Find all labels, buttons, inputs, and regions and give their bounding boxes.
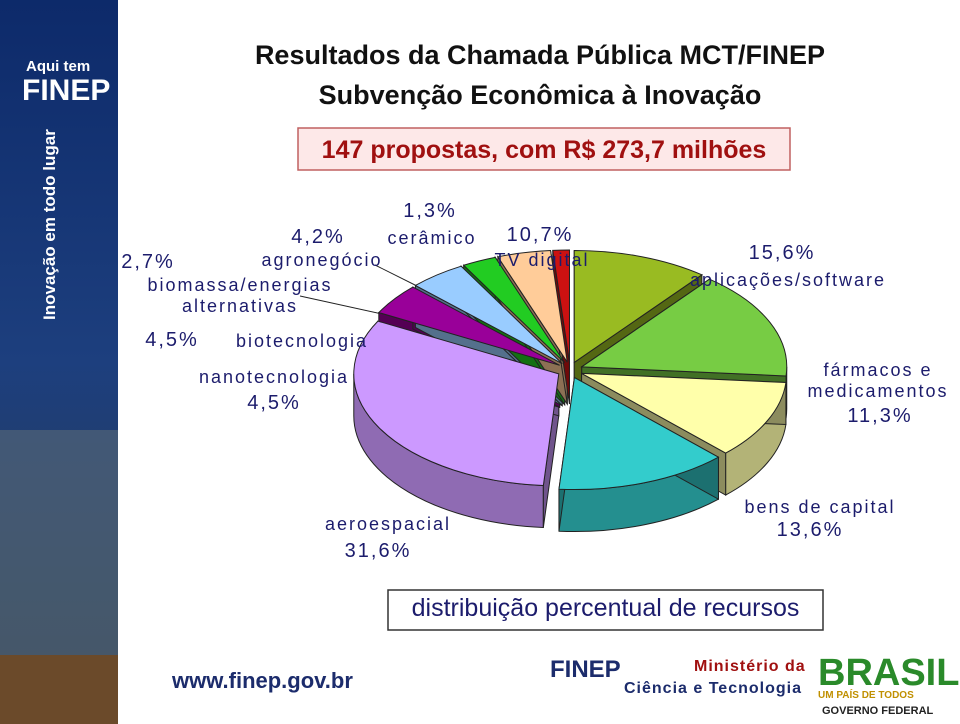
summary: 147 propostas, com R$ 273,7 milhões (321, 136, 767, 164)
summary-box (297, 127, 791, 171)
brasil-logo: BRASIL (818, 652, 960, 694)
ministry: Ministério da (694, 658, 806, 675)
government: GOVERNO FEDERAL (822, 705, 934, 717)
slice-value: 4,5% (145, 329, 199, 351)
pie (353, 249, 788, 532)
slice (353, 320, 560, 487)
sidebar-photo (0, 655, 118, 724)
slice (497, 250, 568, 363)
slice (552, 249, 570, 363)
slice-label: nanotecnologia (198, 367, 350, 387)
slice-value: 11,3% (847, 405, 913, 427)
slice-label: biomassa/energias alternativas (147, 275, 333, 316)
slice-label: cerâmico (387, 228, 477, 248)
slice-label: TV digital (494, 250, 590, 270)
slice-value: 13,6% (776, 519, 844, 541)
slice-value: 10,7% (506, 224, 574, 246)
slice (414, 265, 563, 365)
footer-logo: FINEP (550, 656, 621, 683)
ministry: Ciência e Tecnologia (624, 680, 802, 697)
slice-value: 31,6% (344, 540, 412, 562)
caption: distribuição percentual de recursos (411, 594, 800, 622)
slice-label: agronegócio (261, 250, 383, 270)
url: www.finep.gov.br (172, 668, 353, 693)
sidebar-text: Aqui tem (26, 58, 91, 75)
sidebar-photo (0, 430, 118, 660)
slice (580, 278, 788, 377)
slice (558, 376, 720, 490)
slice-label: bens de capital (744, 497, 896, 517)
footer (118, 648, 960, 724)
slice-value: 4,2% (291, 226, 345, 248)
slice-value: 2,7% (121, 251, 175, 273)
slice-label: fármacos e medicamentos (807, 360, 949, 401)
slice-value: 15,6% (748, 242, 816, 264)
brasil-slogan: UM PAÍS DE TODOS (818, 690, 914, 701)
sidebar-logo: FINEP (22, 74, 111, 107)
slice (573, 249, 703, 364)
caption-box (387, 589, 824, 631)
slice-label: aeroespacial (324, 514, 452, 534)
chart-subtitle: Subvenção Econômica à Inovação (318, 80, 762, 110)
chart-title: Resultados da Chamada Pública MCT/FINEP (254, 40, 826, 70)
slice-value: 4,5% (247, 392, 301, 414)
slice (377, 286, 560, 366)
sidebar-slogan: Inovação em todo lugar (40, 129, 59, 320)
slice (462, 256, 566, 364)
slice-label: aplicações/software (689, 270, 887, 290)
slice-value: 1,3% (403, 200, 457, 222)
slice-label: biotecnologia (235, 331, 369, 351)
slice (581, 372, 787, 454)
